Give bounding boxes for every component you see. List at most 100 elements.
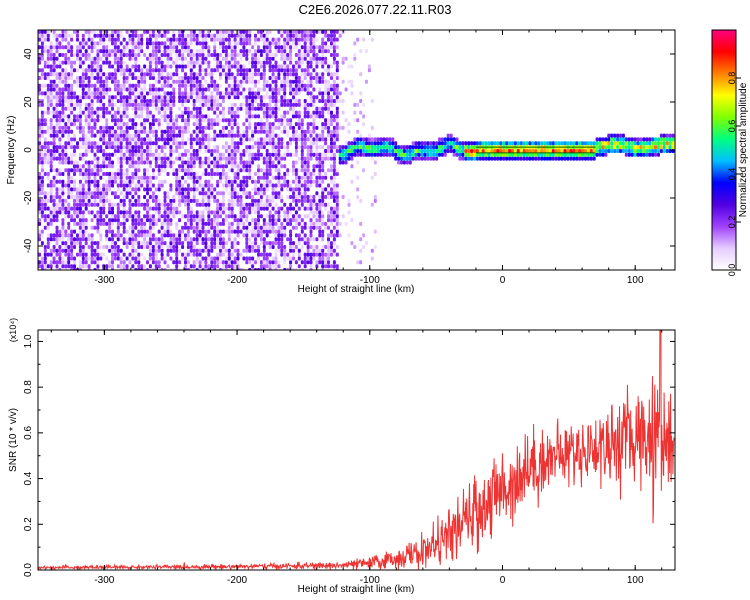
heatmap-cell [318, 168, 322, 173]
heatmap-cell [257, 56, 260, 61]
heatmap-cell [192, 245, 196, 249]
heatmap-cell [81, 245, 85, 249]
heatmap-cell [40, 264, 44, 269]
heatmap-cell [321, 106, 325, 111]
heatmap-cell [321, 195, 325, 199]
heatmap-cell [318, 45, 322, 50]
heatmap-cell [423, 141, 427, 146]
heatmap-cell [58, 122, 62, 127]
heatmap-cell [96, 145, 100, 150]
heatmap-cell [58, 110, 62, 115]
heatmap-cell [327, 49, 330, 54]
heatmap-cell [373, 198, 377, 203]
heatmap-cell [312, 172, 316, 176]
heatmap-cell [137, 152, 141, 157]
heatmap-cell [113, 245, 117, 249]
heatmap-cell [122, 221, 126, 226]
heatmap-cell [198, 210, 202, 215]
heatmap-cell [213, 264, 217, 269]
heatmap-cell [315, 145, 319, 150]
heatmap-cell [327, 118, 330, 123]
heatmap-cell [46, 60, 50, 65]
heatmap-cell [239, 221, 243, 226]
heatmap-cell [216, 160, 220, 165]
heatmap-cell [76, 114, 79, 119]
heatmap-cell [137, 229, 141, 234]
heatmap-cell [154, 129, 158, 134]
heatmap-cell [496, 156, 500, 161]
heatmap-cell [184, 129, 187, 134]
heatmap-cell [172, 91, 176, 96]
heatmap-cell [90, 245, 94, 249]
heatmap-cell [286, 56, 290, 61]
heatmap-cell [248, 160, 252, 165]
heatmap-cell [280, 64, 284, 69]
heatmap-cell [262, 83, 266, 88]
heatmap-cell [274, 133, 278, 138]
heatmap-cell [189, 175, 193, 180]
heatmap-cell [283, 256, 287, 261]
heatmap-cell [78, 202, 82, 207]
heatmap-cell [414, 141, 418, 146]
heatmap-cell [175, 122, 179, 127]
heatmap-cell [280, 183, 284, 188]
heatmap-cell [166, 133, 170, 138]
heatmap-cell [309, 83, 313, 88]
heatmap-cell [259, 33, 263, 38]
heatmap-cell [201, 248, 205, 253]
heatmap-cell [116, 172, 120, 176]
heatmap-cell [216, 214, 220, 219]
heatmap-cell [189, 79, 193, 84]
heatmap-cell [96, 210, 100, 215]
heatmap-cell [43, 83, 47, 88]
heatmap-cell [254, 245, 257, 249]
heatmap-cell [283, 76, 287, 80]
heatmap-cell [105, 133, 109, 138]
heatmap-cell [186, 95, 190, 100]
heatmap-cell [64, 37, 68, 42]
heatmap-cell [221, 195, 225, 199]
heatmap-cell [330, 83, 333, 88]
heatmap-cell [81, 45, 85, 50]
heatmap-cell [58, 137, 62, 142]
heatmap-cell [280, 187, 284, 192]
heatmap-cell [137, 241, 141, 246]
heatmap-cell [321, 45, 325, 50]
heatmap-cell [198, 183, 202, 188]
heatmap-cell [227, 37, 231, 42]
heatmap-cell [137, 187, 141, 192]
heatmap-cell [108, 160, 112, 165]
heatmap-cell [306, 172, 310, 176]
heatmap-cell [119, 141, 123, 146]
heatmap-cell [84, 152, 88, 157]
heatmap-cell [350, 152, 354, 157]
heatmap-cell [306, 64, 310, 69]
heatmap-cell [198, 87, 202, 92]
heatmap-cell [64, 79, 68, 84]
heatmap-cell [318, 87, 322, 92]
heatmap-cell [294, 183, 298, 188]
heatmap-cell [286, 172, 290, 176]
heatmap-cell [148, 179, 152, 184]
heatmap-cell [321, 164, 325, 169]
heatmap-cell [125, 110, 129, 115]
heatmap-cell [394, 156, 398, 161]
heatmap-cell [321, 191, 325, 196]
heatmap-cell [116, 233, 120, 238]
heatmap-cell [78, 114, 82, 119]
heatmap-cell [546, 152, 549, 157]
heatmap-cell [251, 102, 255, 107]
heatmap-cell [105, 30, 109, 34]
heatmap-cell [119, 248, 123, 253]
heatmap-cell [160, 99, 164, 103]
heatmap-cell [207, 191, 211, 196]
heatmap-cell [198, 60, 202, 65]
heatmap-cell [154, 49, 158, 54]
heatmap-cell [274, 45, 278, 50]
heatmap-cell [411, 149, 415, 153]
heatmap-cell [350, 83, 354, 88]
heatmap-cell [113, 60, 117, 65]
heatmap-cell [198, 218, 202, 223]
heatmap-cell [257, 256, 260, 261]
heatmap-cell [204, 68, 208, 73]
